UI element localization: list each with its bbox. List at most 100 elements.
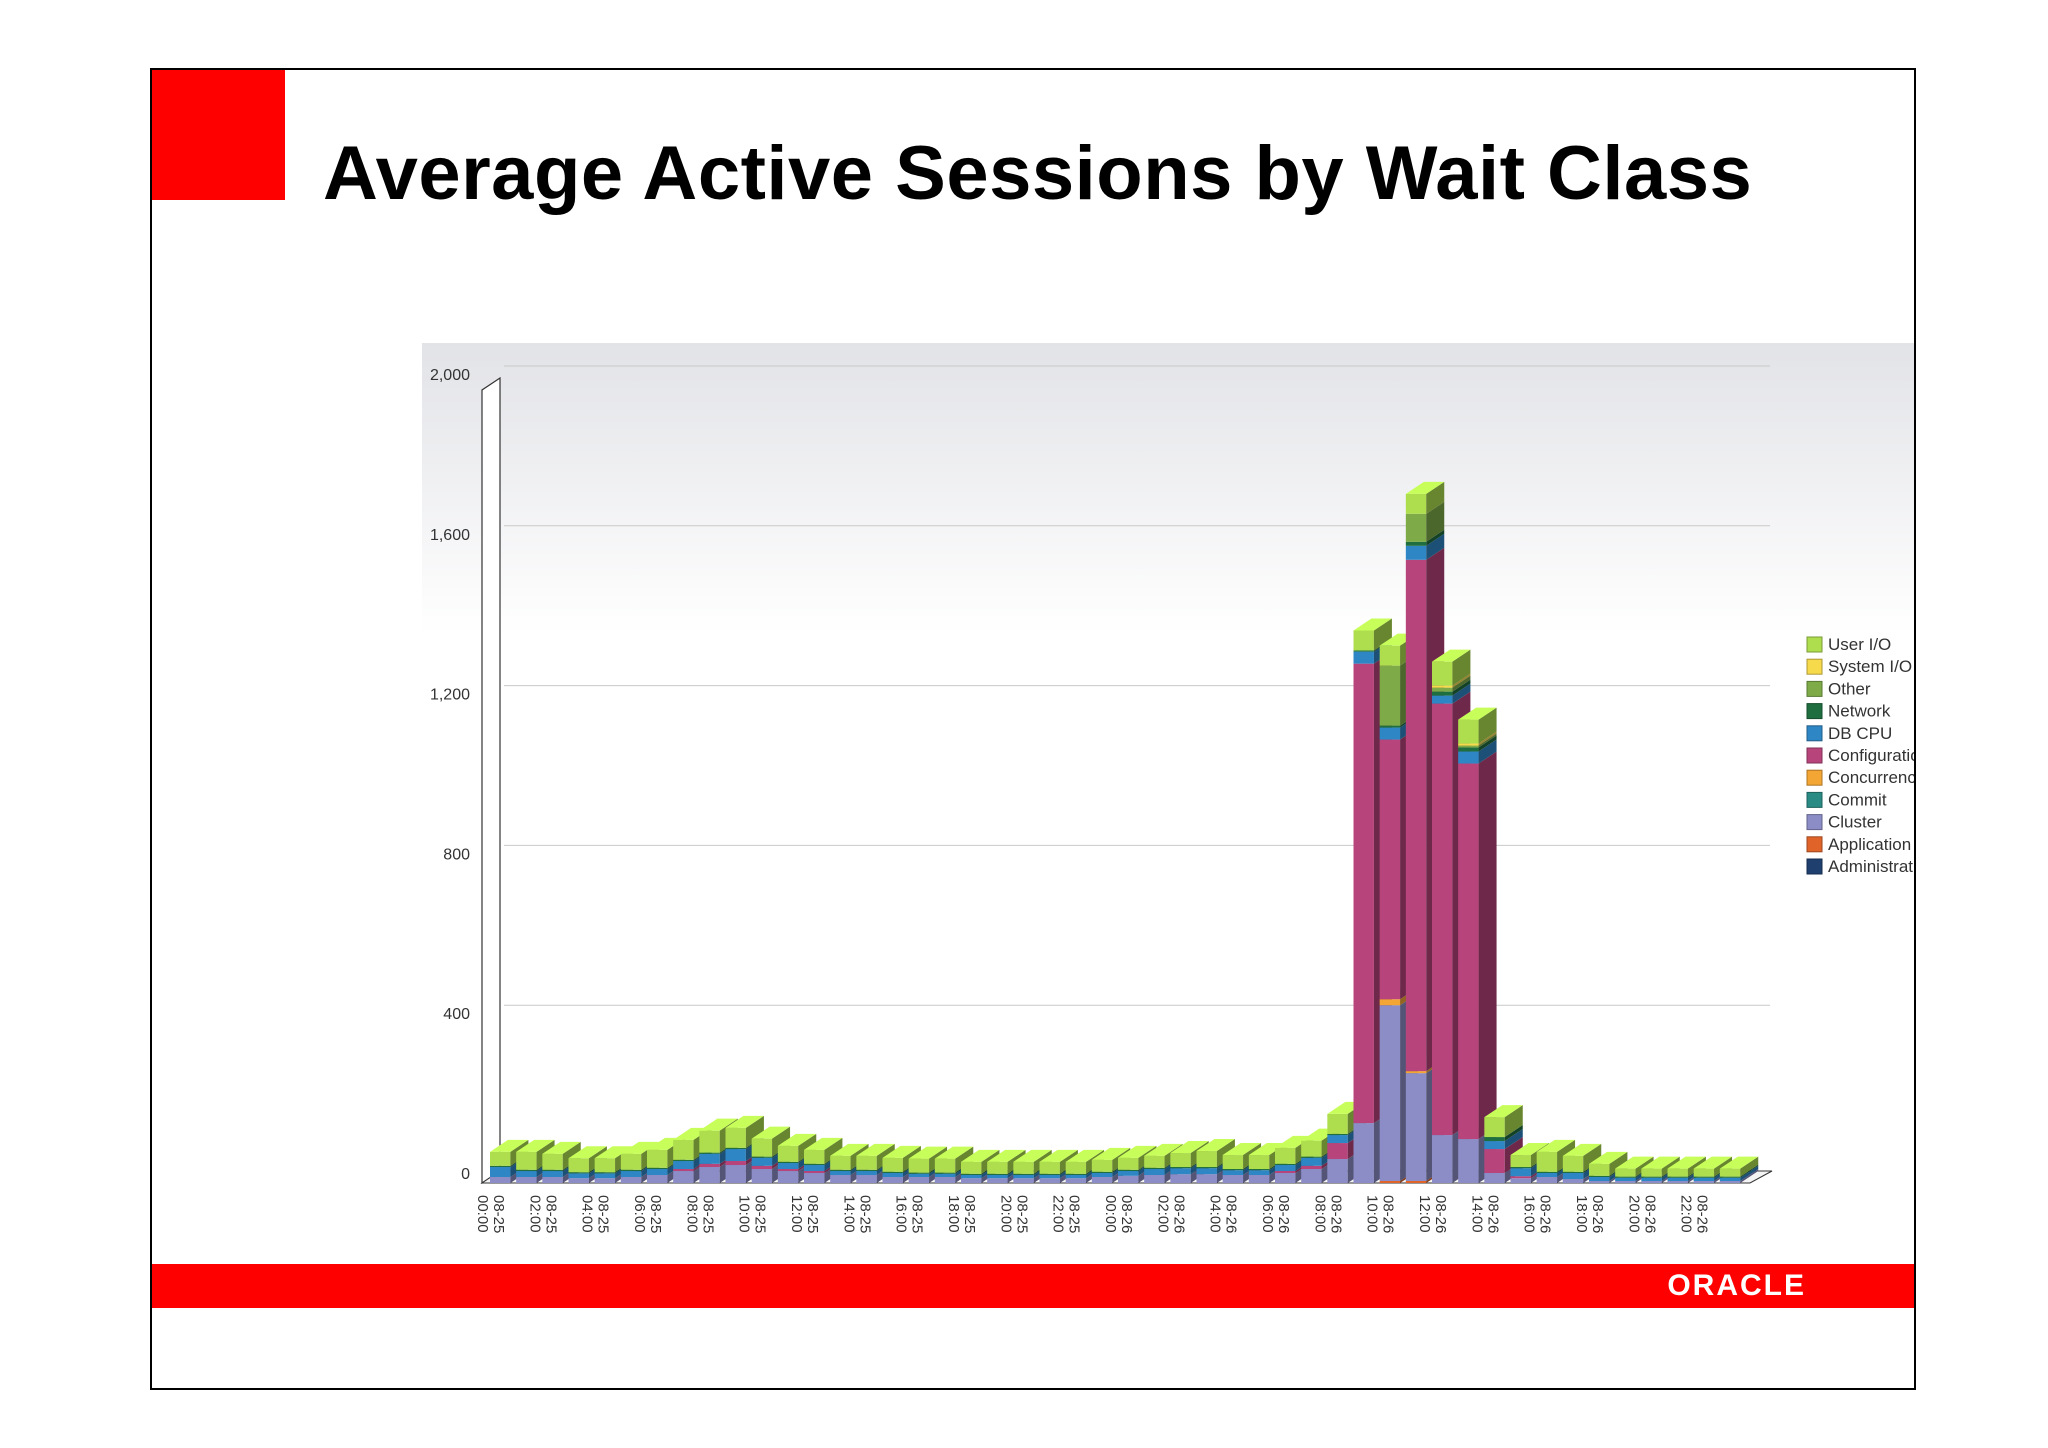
bar-segment [804, 1173, 825, 1183]
bar-top [1222, 1143, 1262, 1156]
bar-segment [908, 1177, 930, 1183]
bar-segment [1641, 1176, 1662, 1178]
bar-segment [1432, 703, 1453, 1136]
bar-segment [647, 1167, 668, 1170]
bar-segment [1301, 1157, 1322, 1166]
bar-top [1536, 1139, 1576, 1152]
bar-segment [1170, 1167, 1191, 1169]
bar-segment [804, 1171, 825, 1174]
bar-segment [1248, 1169, 1270, 1171]
bar-segment [1484, 1149, 1505, 1174]
bar-segment [699, 1130, 720, 1153]
gridlines [504, 365, 1770, 1006]
bar-segment [1301, 1169, 1322, 1183]
bar-segment [542, 1169, 563, 1172]
bar-top [961, 1149, 1000, 1162]
bar-segment [908, 1173, 930, 1178]
bar-segment [987, 1173, 1008, 1176]
bar-segment [1458, 751, 1479, 764]
bar-segment [1118, 1157, 1139, 1170]
bar-segment [1562, 1179, 1584, 1183]
bar-top [934, 1146, 974, 1159]
bar-segment [647, 1169, 668, 1176]
bar-segment [594, 1178, 616, 1183]
bar-segment [830, 1171, 851, 1176]
bar-segment [1379, 1181, 1401, 1183]
bar-top [1118, 1145, 1157, 1158]
bar-segment [568, 1173, 589, 1179]
bar-segment [934, 1158, 956, 1173]
x-tick-label-time: 00:00 [474, 1195, 491, 1233]
bar-segment [751, 1157, 773, 1166]
bar-segment [1589, 1177, 1610, 1182]
bar-segment [673, 1161, 694, 1170]
bar-segment [856, 1155, 877, 1170]
bar-segment [1405, 541, 1427, 546]
bar-segment [830, 1169, 851, 1172]
bar-segment [1719, 1181, 1741, 1183]
bar-segment [1275, 1173, 1296, 1183]
bar-segment [516, 1171, 537, 1178]
bar-segment [1222, 1155, 1244, 1170]
bar-segment [934, 1173, 956, 1178]
x-tick-label-time: 04:00 [579, 1195, 596, 1233]
bar-top [1248, 1143, 1288, 1156]
legend-label: Concurrency [1828, 768, 1916, 787]
bar-segment [490, 1165, 511, 1168]
bar-segment [1615, 1176, 1636, 1178]
x-tick-label-time: 16:00 [1521, 1195, 1538, 1233]
bar-segment [1405, 559, 1427, 1072]
x-tick-label-date: 08-26 [1537, 1195, 1554, 1233]
y-tick-label: 0 [461, 1166, 470, 1183]
bar-segment [777, 1161, 799, 1164]
bar-segment [1536, 1177, 1558, 1183]
bar-segment [1170, 1168, 1191, 1175]
bar-segment [1405, 1181, 1427, 1183]
bar-segment [1222, 1175, 1244, 1183]
bar-top [1065, 1149, 1105, 1162]
bar-segment [673, 1171, 694, 1183]
bar-top [1589, 1151, 1628, 1164]
x-tick-label-date: 08-25 [647, 1195, 664, 1233]
bar-segment [1510, 1167, 1531, 1169]
bar-segment-side [1373, 618, 1392, 651]
legend-swatch [1806, 769, 1823, 786]
legend-label: Network [1828, 702, 1891, 721]
bar-segment [1589, 1163, 1610, 1176]
bar-segment [725, 1149, 746, 1162]
bar-segment [725, 1127, 746, 1148]
bar-segment [882, 1157, 903, 1172]
bar-segment [1719, 1177, 1741, 1182]
bar-segment [1353, 1123, 1374, 1183]
legend-swatch [1806, 747, 1823, 764]
legend-label: Configuration [1828, 746, 1916, 765]
x-tick-label-date: 08-26 [1118, 1195, 1135, 1233]
bar-top [804, 1137, 843, 1150]
bar-segment [620, 1153, 642, 1170]
bar-segment [1170, 1174, 1191, 1183]
x-tick-label-time: 18:00 [1573, 1195, 1590, 1233]
x-tick-label-time: 08:00 [683, 1195, 700, 1233]
bar-segment [1458, 719, 1479, 744]
bar-segment [1275, 1147, 1296, 1164]
bar-segment [1275, 1163, 1296, 1166]
bar-segment [673, 1159, 694, 1162]
bar-segment [751, 1156, 773, 1158]
bar-segment-side [1426, 529, 1445, 546]
bar-segment [1432, 687, 1453, 692]
x-tick-label-time: 08:00 [1311, 1195, 1328, 1233]
bar-segment [830, 1175, 851, 1183]
x-tick-label-date: 08-25 [1066, 1195, 1083, 1233]
legend-label: DB CPU [1828, 724, 1892, 743]
bar-segment [1118, 1169, 1139, 1172]
bar-segment [856, 1171, 877, 1176]
bar-segment-side [1740, 1169, 1759, 1183]
